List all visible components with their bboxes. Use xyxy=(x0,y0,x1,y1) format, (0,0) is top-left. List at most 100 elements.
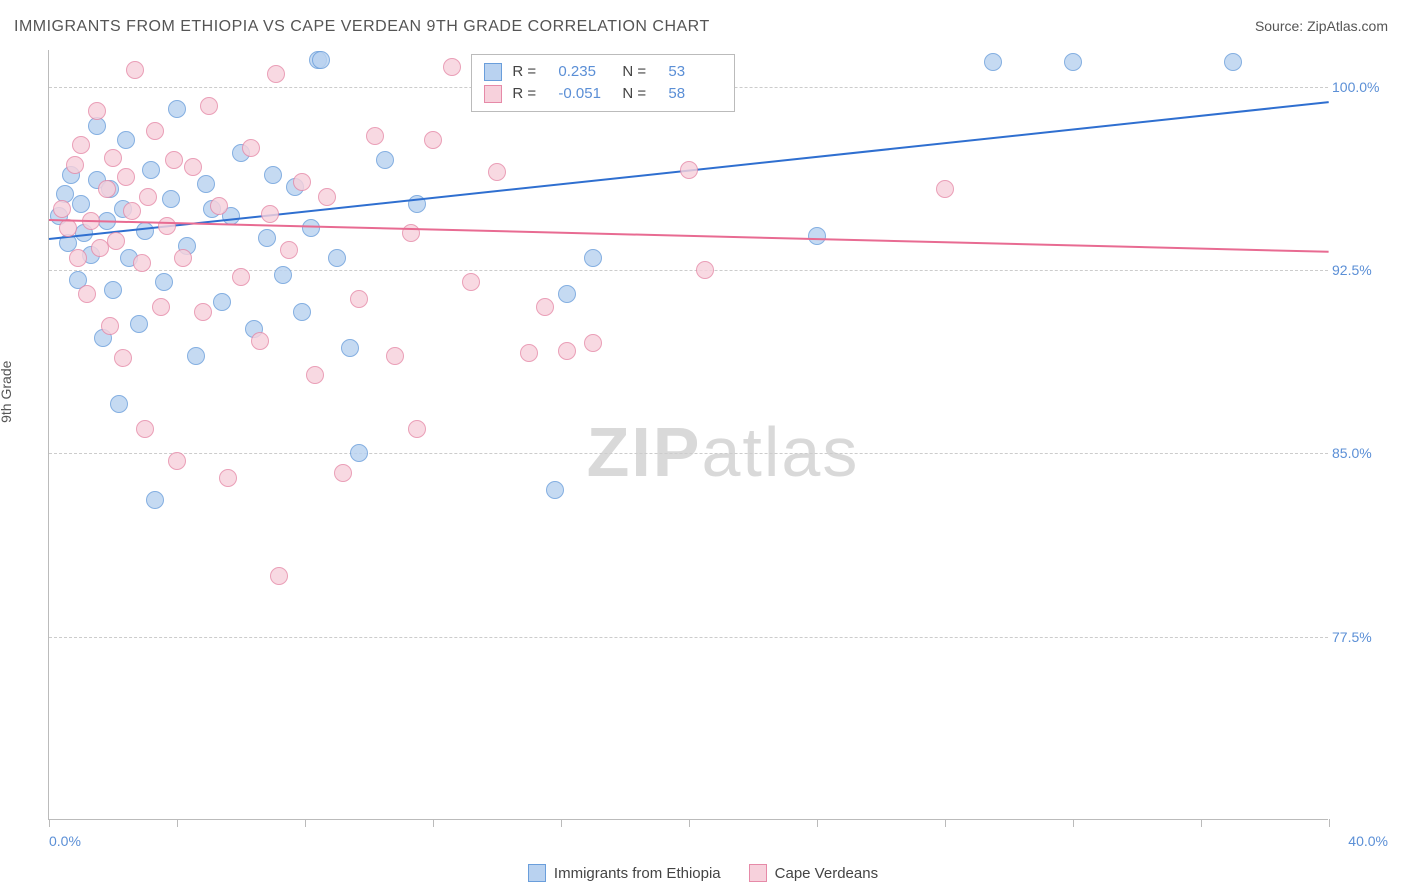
plot-area: ZIPatlas 77.5%85.0%92.5%100.0%0.0%40.0%R… xyxy=(48,50,1328,820)
legend-item: Cape Verdeans xyxy=(749,864,878,882)
data-point xyxy=(462,273,480,291)
legend-swatch xyxy=(484,85,502,103)
data-point xyxy=(293,303,311,321)
data-point xyxy=(520,344,538,362)
y-tick-label: 85.0% xyxy=(1332,445,1392,461)
watermark-bold: ZIP xyxy=(587,413,702,491)
legend-label: Cape Verdeans xyxy=(775,865,878,882)
data-point xyxy=(133,254,151,272)
data-point xyxy=(936,180,954,198)
legend-R-value: 0.235 xyxy=(558,61,612,83)
data-point xyxy=(184,158,202,176)
watermark-light: atlas xyxy=(702,413,860,491)
data-point xyxy=(680,161,698,179)
data-point xyxy=(123,202,141,220)
data-point xyxy=(66,156,84,174)
data-point xyxy=(146,122,164,140)
data-point xyxy=(117,168,135,186)
data-point xyxy=(984,53,1002,71)
data-point xyxy=(53,200,71,218)
source-label: Source: ZipAtlas.com xyxy=(1255,18,1388,34)
data-point xyxy=(558,342,576,360)
gridline xyxy=(49,453,1328,454)
x-tick xyxy=(1201,819,1202,827)
data-point xyxy=(242,139,260,157)
chart-container: IMMIGRANTS FROM ETHIOPIA VS CAPE VERDEAN… xyxy=(0,0,1406,892)
y-axis-label: 9th Grade xyxy=(0,361,14,423)
trend-line xyxy=(49,219,1329,253)
legend-N-value: 53 xyxy=(668,61,722,83)
data-point xyxy=(302,219,320,237)
data-point xyxy=(280,241,298,259)
legend-swatch xyxy=(749,864,767,882)
legend-R-label: R = xyxy=(512,83,548,105)
data-point xyxy=(187,347,205,365)
data-point xyxy=(1064,53,1082,71)
x-start-label: 0.0% xyxy=(49,833,81,849)
data-point xyxy=(155,273,173,291)
data-point xyxy=(126,61,144,79)
data-point xyxy=(488,163,506,181)
y-tick-label: 77.5% xyxy=(1332,629,1392,645)
data-point xyxy=(386,347,404,365)
x-tick xyxy=(561,819,562,827)
y-tick-label: 100.0% xyxy=(1332,79,1392,95)
data-point xyxy=(293,173,311,191)
data-point xyxy=(72,136,90,154)
watermark: ZIPatlas xyxy=(587,412,860,492)
data-point xyxy=(78,285,96,303)
legend-stats: R =0.235N =53R =-0.051N =58 xyxy=(471,54,735,112)
x-tick xyxy=(817,819,818,827)
data-point xyxy=(158,217,176,235)
data-point xyxy=(213,293,231,311)
legend-N-label: N = xyxy=(622,61,658,83)
data-point xyxy=(117,131,135,149)
data-point xyxy=(536,298,554,316)
x-tick xyxy=(177,819,178,827)
data-point xyxy=(808,227,826,245)
data-point xyxy=(261,205,279,223)
legend-R-value: -0.051 xyxy=(558,83,612,105)
data-point xyxy=(258,229,276,247)
data-point xyxy=(366,127,384,145)
gridline xyxy=(49,637,1328,638)
legend-N-label: N = xyxy=(622,83,658,105)
x-tick xyxy=(1073,819,1074,827)
legend-swatch xyxy=(528,864,546,882)
data-point xyxy=(107,232,125,250)
data-point xyxy=(98,180,116,198)
data-point xyxy=(376,151,394,169)
data-point xyxy=(200,97,218,115)
data-point xyxy=(251,332,269,350)
legend-N-value: 58 xyxy=(668,83,722,105)
data-point xyxy=(558,285,576,303)
data-point xyxy=(59,219,77,237)
data-point xyxy=(334,464,352,482)
data-point xyxy=(408,420,426,438)
data-point xyxy=(110,395,128,413)
x-tick xyxy=(945,819,946,827)
y-tick-label: 92.5% xyxy=(1332,262,1392,278)
data-point xyxy=(136,222,154,240)
data-point xyxy=(232,268,250,286)
data-point xyxy=(165,151,183,169)
data-point xyxy=(270,567,288,585)
data-point xyxy=(267,65,285,83)
data-point xyxy=(350,444,368,462)
data-point xyxy=(210,197,228,215)
data-point xyxy=(174,249,192,267)
data-point xyxy=(130,315,148,333)
data-point xyxy=(88,102,106,120)
data-point xyxy=(328,249,346,267)
data-point xyxy=(101,317,119,335)
data-point xyxy=(142,161,160,179)
data-point xyxy=(312,51,330,69)
x-tick xyxy=(1329,819,1330,827)
legend-stats-row: R =0.235N =53 xyxy=(484,61,722,83)
data-point xyxy=(194,303,212,321)
data-point xyxy=(104,149,122,167)
data-point xyxy=(162,190,180,208)
data-point xyxy=(546,481,564,499)
data-point xyxy=(584,334,602,352)
x-end-label: 40.0% xyxy=(1348,833,1388,849)
